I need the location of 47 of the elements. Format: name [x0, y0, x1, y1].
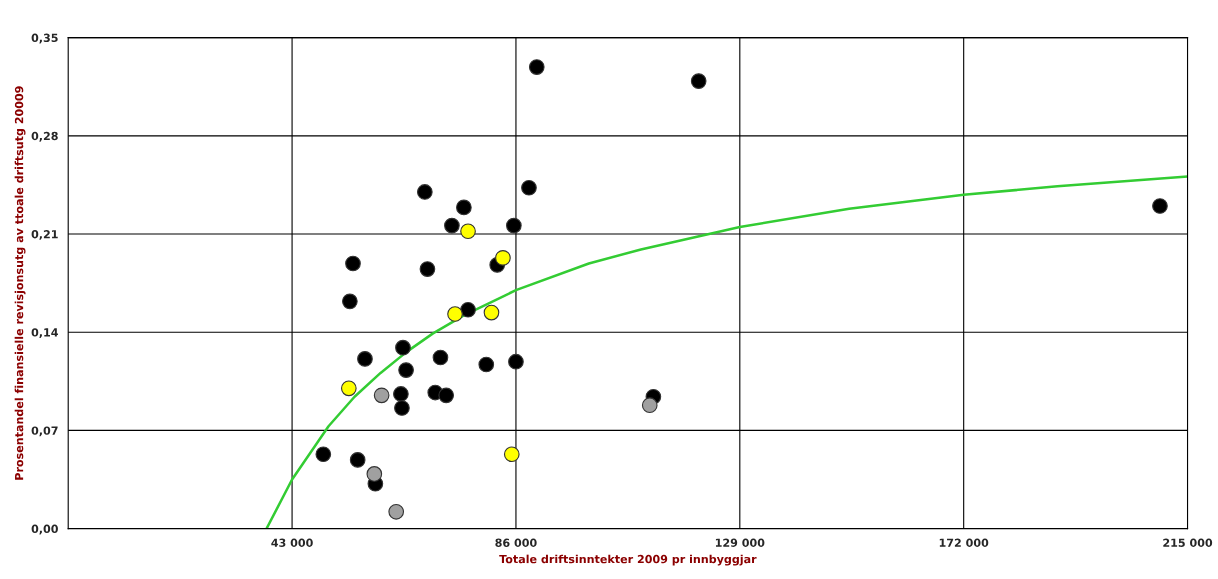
point	[373, 387, 390, 404]
point	[357, 351, 373, 367]
x-axis-title: Totale driftsinntekter 2009 pr innbyggjar	[499, 554, 757, 566]
y-axis-title: Prosentandel finansielle revisjonsutg av ttoale driftsutg 20009	[14, 86, 26, 480]
x-tick-label: 172 000	[939, 538, 989, 547]
y-tick-label: 0,28	[31, 131, 58, 142]
point	[345, 255, 361, 272]
point	[1152, 198, 1168, 214]
point	[444, 217, 460, 234]
point	[521, 179, 537, 196]
point	[432, 349, 449, 366]
y-tick-label: 0,00	[31, 524, 58, 535]
point	[419, 261, 436, 277]
point	[503, 446, 520, 463]
point	[366, 466, 383, 482]
point	[438, 387, 455, 404]
point	[506, 217, 522, 234]
point	[388, 503, 405, 520]
point	[528, 59, 545, 75]
point	[315, 446, 332, 463]
point	[398, 362, 414, 378]
x-tick-label: 215 000	[1163, 538, 1213, 547]
point	[483, 304, 500, 321]
y-tick-label: 0,21	[31, 230, 58, 240]
y-tick-label: 0,35	[31, 33, 58, 44]
point	[447, 306, 463, 322]
point	[395, 339, 411, 356]
x-tick-label: 86 000	[495, 538, 537, 547]
point	[416, 184, 433, 200]
point	[340, 380, 357, 397]
point	[393, 386, 409, 402]
x-tick-label: 129 000	[715, 538, 765, 547]
point	[508, 353, 524, 370]
y-tick-label: 0,07	[31, 426, 58, 437]
point	[641, 397, 658, 414]
point	[349, 452, 366, 468]
point	[495, 250, 511, 266]
point	[394, 400, 410, 416]
point	[690, 73, 707, 89]
y-tick-label: 0,14	[31, 328, 58, 339]
point	[478, 356, 495, 373]
point	[460, 301, 476, 318]
point	[460, 223, 476, 240]
x-tick-label: 43 000	[271, 538, 313, 547]
line-series	[265, 175, 1188, 529]
point	[456, 199, 472, 216]
point	[342, 293, 358, 310]
